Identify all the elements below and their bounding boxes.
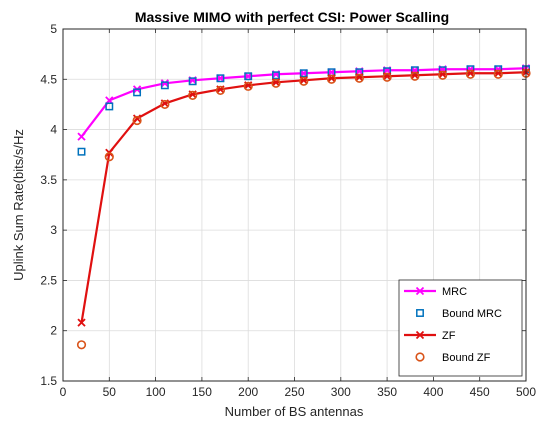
data-point-zf <box>77 318 86 327</box>
data-point-bound-zf <box>243 81 253 91</box>
data-point-bound-zf <box>76 340 87 350</box>
data-point-bound-zf <box>160 99 170 110</box>
data-point-bound-mrc <box>160 81 169 90</box>
legend-label-zf: ZF <box>442 330 456 342</box>
y-tick-label: 1.5 <box>40 374 57 388</box>
legend-marker-zf <box>415 330 425 340</box>
data-point-bound-zf <box>410 71 420 81</box>
data-point-mrc <box>244 72 253 81</box>
legend-marker-bound-zf <box>415 352 425 362</box>
y-tick-label: 4.5 <box>40 72 57 86</box>
data-point-bound-mrc <box>105 102 114 111</box>
data-point-mrc <box>160 79 169 88</box>
legend-marker-zf-stroke-b <box>415 330 425 340</box>
data-point-bound-mrc <box>188 77 197 86</box>
y-tick-label: 3.5 <box>40 173 57 187</box>
data-point-mrc-stroke-b <box>244 72 253 81</box>
x-tick-label: 50 <box>103 385 117 399</box>
data-point-bound-mrc <box>272 71 280 80</box>
data-point-bound-mrc <box>410 66 419 75</box>
x-tick-label: 400 <box>423 385 443 399</box>
data-point-mrc <box>299 69 308 78</box>
x-tick-label: 500 <box>516 385 536 399</box>
chart-title: Massive MIMO with perfect CSI: Power Sca… <box>135 9 449 25</box>
legend-label-bound-mrc: Bound MRC <box>442 308 502 320</box>
x-tick-label: 350 <box>377 385 397 399</box>
data-point-bound-zf <box>271 78 281 88</box>
data-point-bound-mrc <box>216 74 225 83</box>
x-tick-label: 200 <box>238 385 258 399</box>
data-point-bound-mrc <box>244 72 253 81</box>
legend-marker-mrc <box>415 286 425 296</box>
legend-label-bound-zf: Bound ZF <box>442 352 491 364</box>
y-axis-label: Uplink Sum Rate(bits/s/Hz <box>11 129 26 281</box>
data-point-bound-zf <box>215 85 226 95</box>
data-point-bound-zf <box>299 76 309 86</box>
data-point-bound-zf <box>493 69 503 79</box>
data-point-bound-zf <box>465 69 476 79</box>
data-point-bound-mrc <box>383 67 392 76</box>
legend: MRC Bound MRC ZF Bound ZF <box>398 279 523 377</box>
data-point-mrc <box>327 68 336 77</box>
data-point-bound-zf <box>382 72 392 82</box>
data-point-zf-stroke-b <box>77 318 86 327</box>
x-tick-label: 100 <box>146 385 166 399</box>
y-tick-label: 4 <box>50 123 57 137</box>
data-point-mrc-stroke-b <box>160 79 169 88</box>
data-point-bound-mrc <box>355 68 364 77</box>
data-point-mrc <box>216 74 225 83</box>
data-point-zf-stroke-b <box>132 114 142 123</box>
data-point-bound-mrc <box>299 69 308 78</box>
legend-entry-zf: ZF <box>404 330 456 342</box>
x-tick-label: 300 <box>331 385 351 399</box>
series-line-mrc <box>80 67 527 138</box>
x-tick-label: 0 <box>60 385 67 399</box>
data-point-mrc-stroke-b <box>299 69 308 78</box>
x-tick-label: 250 <box>284 385 304 399</box>
y-tick-label: 2 <box>50 324 57 338</box>
data-point-bound-zf <box>354 73 364 83</box>
legend-marker-mrc-stroke-b <box>415 286 425 296</box>
data-point-mrc-stroke-b <box>216 74 225 83</box>
x-tick-label: 450 <box>470 385 490 399</box>
x-tick-label: 150 <box>192 385 212 399</box>
data-point-zf <box>132 114 142 123</box>
data-point-bound-mrc <box>133 88 142 97</box>
legend-marker-bound-mrc <box>416 309 424 317</box>
axis-ticks: 0 50 100 150 200 250 300 350 400 450 500 1.5 2 2.5 3 3.… <box>40 22 536 399</box>
data-point-bound-zf <box>438 70 448 80</box>
legend-entry-mrc: MRC <box>404 286 467 298</box>
y-tick-label: 3 <box>50 223 57 237</box>
data-point-bound-zf <box>104 152 114 162</box>
data-point-bound-zf <box>132 115 142 126</box>
y-tick-label: 2.5 <box>40 273 57 287</box>
data-point-mrc-stroke-b <box>77 132 86 141</box>
data-point-bound-zf <box>188 90 198 100</box>
legend-label-mrc: MRC <box>442 286 467 298</box>
legend-entry-bound-zf: Bound ZF <box>415 352 491 364</box>
legend-entry-bound-mrc: Bound MRC <box>416 308 502 320</box>
data-point-mrc-stroke-b <box>327 68 336 77</box>
x-axis-label: Number of BS antennas <box>225 404 364 419</box>
data-point-bound-zf <box>326 74 337 84</box>
plot-series <box>76 64 531 350</box>
y-tick-label: 5 <box>50 22 57 36</box>
data-point-mrc <box>77 132 86 141</box>
data-point-bound-mrc <box>77 147 86 156</box>
